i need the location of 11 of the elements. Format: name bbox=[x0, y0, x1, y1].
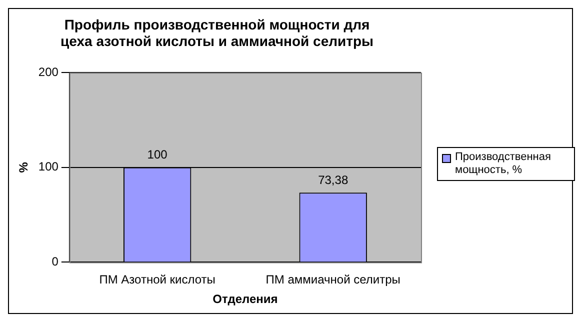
data-label: 100 bbox=[147, 148, 168, 162]
legend-label: Производственная мощность, % bbox=[455, 151, 552, 177]
data-label: 73,38 bbox=[318, 172, 348, 187]
y-tick-label: 0 bbox=[52, 254, 59, 269]
chart-title: Профиль производственной мощности для цеха азотной кислоты и аммиачной селитры bbox=[60, 16, 374, 50]
y-axis-title: % bbox=[16, 162, 31, 173]
y-tick-label: 200 bbox=[38, 64, 59, 79]
x-axis-title: Отделения bbox=[212, 292, 278, 306]
x-tick-label: ПМ Азотной кислоты bbox=[99, 272, 216, 287]
y-tick-label: 100 bbox=[38, 160, 59, 174]
x-tick-label: ПМ аммиачной селитры bbox=[266, 272, 400, 287]
